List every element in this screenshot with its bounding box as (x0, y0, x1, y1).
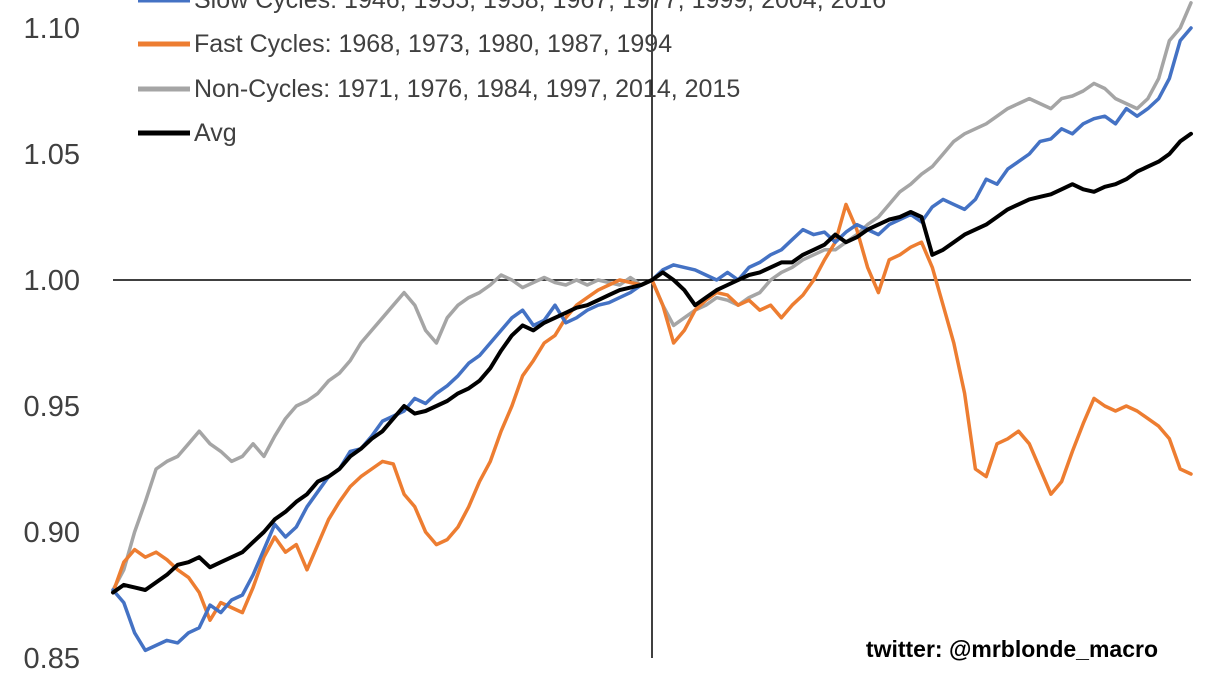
y-tick-label: 1.00 (24, 265, 80, 297)
credit-text: twitter: @mrblonde_macro (866, 636, 1158, 662)
legend-label: Slow Cycles: 1946, 1955, 1958, 1967, 197… (194, 0, 886, 14)
y-tick-label: 1.10 (24, 13, 80, 45)
y-tick-label: 0.95 (24, 391, 80, 423)
y-tick-label: 0.85 (24, 643, 80, 675)
legend-label: Avg (194, 119, 237, 147)
legend-label: Non-Cycles: 1971, 1976, 1984, 1997, 2014… (194, 75, 740, 103)
y-tick-label: 0.90 (24, 517, 80, 549)
y-tick-label: 1.05 (24, 139, 80, 171)
legend: Slow Cycles: 1946, 1955, 1958, 1967, 197… (138, 0, 886, 147)
legend-label: Fast Cycles: 1968, 1973, 1980, 1987, 199… (194, 30, 672, 58)
series-lines (111, 1, 1193, 653)
series-line (111, 131, 1193, 595)
y-axis-tick-labels: 0.85 0.90 0.95 1.00 1.05 1.10 (24, 13, 80, 675)
